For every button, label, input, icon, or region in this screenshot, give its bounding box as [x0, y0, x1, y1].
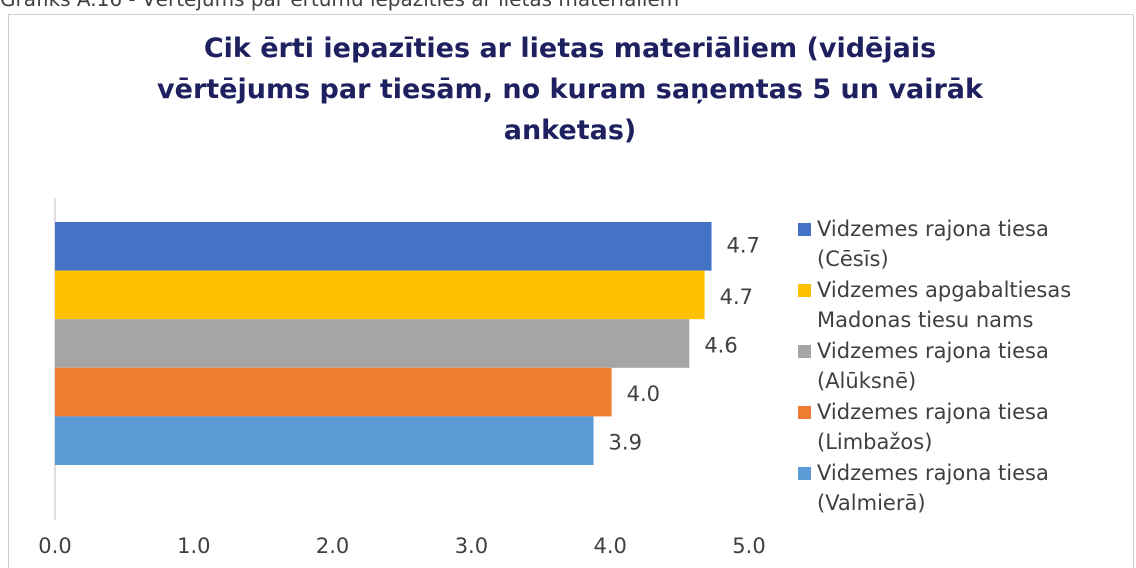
- legend-label: Vidzemes rajona tiesa (Limbažos): [817, 400, 1049, 454]
- legend-label: Vidzemes apgabaltiesas Madonas tiesu nam…: [817, 278, 1072, 332]
- chart-title: Cik ērti iepazīties ar lietas materiālie…: [157, 33, 983, 146]
- x-tick-label: 3.0: [455, 534, 488, 558]
- x-tick-label: 0.0: [38, 534, 71, 558]
- data-label: 4.7: [720, 285, 753, 309]
- legend-item: Vidzemes apgabaltiesas Madonas tiesu nam…: [798, 275, 1118, 336]
- legend-item: Vidzemes rajona tiesa (Alūksnē): [798, 336, 1118, 397]
- data-label: 4.6: [704, 334, 737, 358]
- data-label: 4.7: [727, 233, 760, 257]
- bar: [55, 222, 712, 271]
- bar: [55, 270, 705, 320]
- legend-swatch: [798, 223, 811, 236]
- x-tick-label: 4.0: [593, 534, 626, 558]
- legend-item: Vidzemes rajona tiesa (Limbažos): [798, 397, 1118, 458]
- data-label: 3.9: [609, 431, 642, 455]
- data-label: 4.0: [627, 382, 660, 406]
- legend-swatch: [798, 345, 811, 358]
- x-tick-label: 2.0: [316, 534, 349, 558]
- legend-item: Vidzemes rajona tiesa (Cēsīs): [798, 214, 1118, 275]
- legend-swatch: [798, 406, 811, 419]
- legend-label: Vidzemes rajona tiesa (Cēsīs): [817, 217, 1049, 271]
- x-tick-label: 5.0: [732, 534, 765, 558]
- bar: [55, 416, 594, 465]
- legend-swatch: [798, 467, 811, 480]
- bar: [55, 367, 612, 417]
- chart-frame: [8, 14, 1134, 568]
- legend-label: Vidzemes rajona tiesa (Alūksnē): [817, 339, 1049, 393]
- legend-swatch: [798, 284, 811, 297]
- caption: Grafiks A.16 - Vērtējums par ērtumu iepa…: [0, 0, 679, 11]
- legend-label: Vidzemes rajona tiesa (Valmierā): [817, 461, 1049, 515]
- legend: Vidzemes rajona tiesa (Cēsīs) Vidzemes ap…: [798, 214, 1118, 519]
- bar: [55, 319, 690, 368]
- legend-item: Vidzemes rajona tiesa (Valmierā): [798, 458, 1118, 519]
- x-tick-label: 1.0: [177, 534, 210, 558]
